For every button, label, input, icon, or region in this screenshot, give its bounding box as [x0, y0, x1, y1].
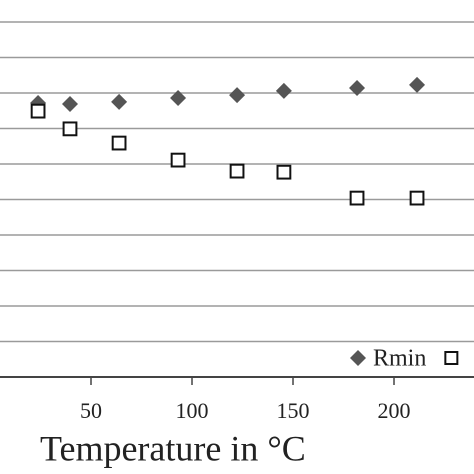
point: [170, 89, 187, 106]
point: [409, 76, 426, 93]
x-axis-title: Temperature in °C: [40, 428, 306, 468]
point: [111, 135, 127, 151]
x-tick-label: 100: [176, 398, 209, 423]
point: [111, 93, 128, 110]
point: [229, 87, 246, 104]
legend-marker: [444, 351, 459, 365]
point: [349, 190, 365, 206]
point: [349, 80, 366, 97]
x-tick-label: 150: [277, 398, 310, 423]
point: [61, 96, 78, 113]
point: [229, 163, 245, 179]
point: [30, 103, 46, 119]
x-tick-label: 50: [80, 398, 102, 423]
point: [275, 82, 292, 99]
point: [62, 121, 78, 137]
point: [170, 152, 186, 168]
point: [276, 164, 292, 180]
x-tick-label: 200: [378, 398, 411, 423]
point: [409, 190, 425, 206]
legend-marker: [350, 350, 366, 366]
legend-label: Rmin: [373, 346, 426, 372]
